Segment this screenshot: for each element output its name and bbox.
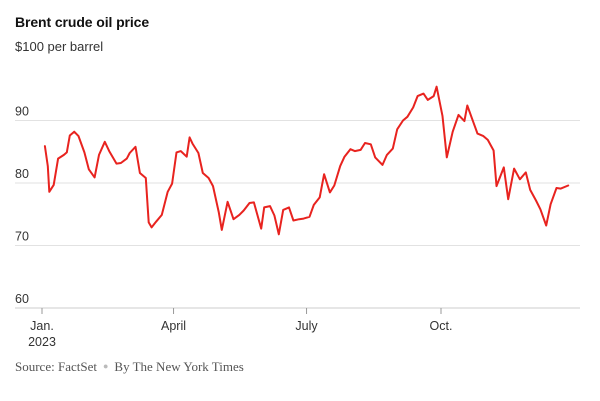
x-tick-label: July — [295, 319, 318, 333]
credit-note: By The New York Times — [114, 359, 244, 374]
x-tick-label: April — [161, 319, 186, 333]
source-note: Source: FactSet — [15, 359, 97, 374]
y-tick-label: 60 — [15, 292, 29, 306]
x-tick-label: Oct. — [430, 319, 453, 333]
series-line — [43, 85, 570, 236]
y-tick-label: 70 — [15, 230, 29, 244]
x-axis: Jan. 2023 April July Oct. — [28, 308, 452, 349]
chart-subtitle: $100 per barrel — [15, 39, 104, 54]
chart-footer: Source: FactSet ● By The New York Times — [15, 359, 244, 375]
y-tick-label: 90 — [15, 105, 29, 119]
gridlines — [15, 120, 580, 309]
y-tick-label: 80 — [15, 167, 29, 181]
x-tick-sublabel: 2023 — [28, 335, 56, 349]
y-axis: 60 70 80 90 — [15, 105, 29, 307]
separator-dot-icon: ● — [102, 361, 109, 371]
series-lines — [43, 85, 570, 236]
chart-title: Brent crude oil price — [15, 14, 150, 30]
x-tick-label: Jan. — [30, 319, 54, 333]
